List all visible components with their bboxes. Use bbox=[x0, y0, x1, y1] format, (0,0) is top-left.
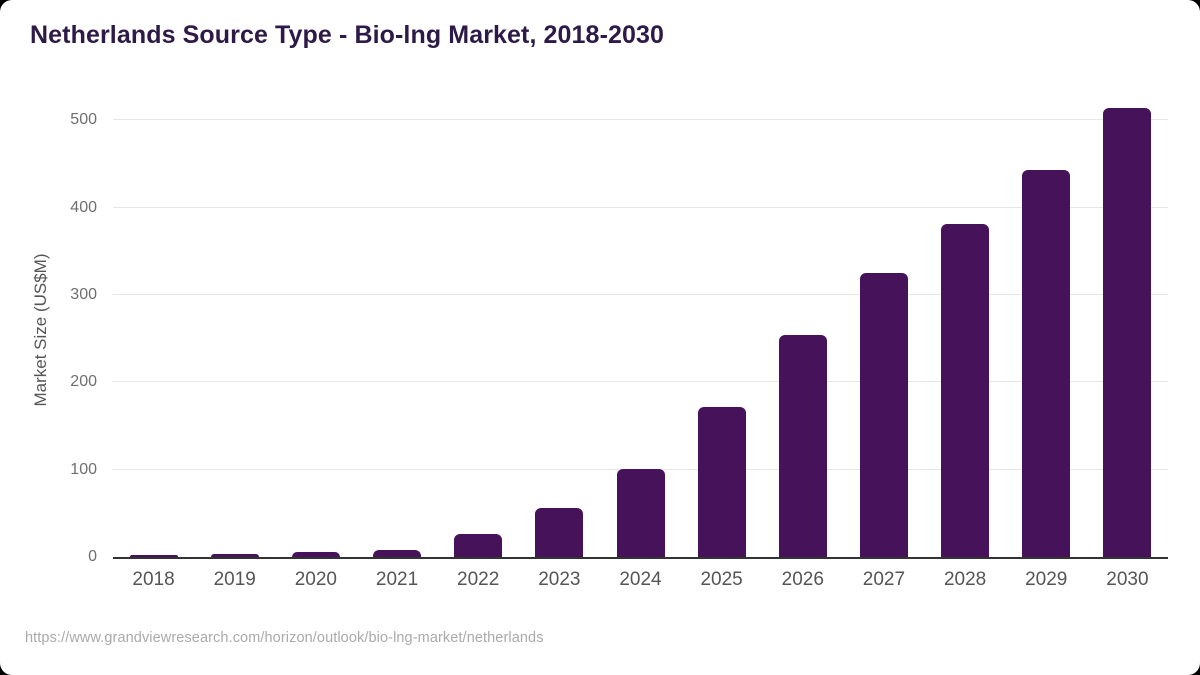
chart-title: Netherlands Source Type - Bio-lng Market… bbox=[30, 21, 665, 49]
bar-2019 bbox=[210, 553, 259, 557]
y-tick-label-100: 100 bbox=[70, 460, 97, 478]
gridline-300 bbox=[113, 294, 1168, 296]
y-tick-label-500: 500 bbox=[70, 111, 97, 129]
y-tick-label-400: 400 bbox=[70, 198, 97, 216]
bar-2020 bbox=[291, 551, 340, 557]
source-url: https://www.grandviewresearch.com/horizo… bbox=[25, 630, 544, 646]
x-tick-label-2024: 2024 bbox=[619, 569, 662, 590]
x-tick-label-2022: 2022 bbox=[457, 569, 500, 590]
bar-2022 bbox=[454, 534, 503, 557]
bar-2025 bbox=[697, 406, 746, 557]
plot-area bbox=[113, 103, 1168, 559]
x-tick-label-2029: 2029 bbox=[1025, 569, 1068, 590]
gridline-400 bbox=[113, 206, 1168, 208]
x-tick-label-2020: 2020 bbox=[294, 569, 337, 590]
y-tick-label-300: 300 bbox=[70, 286, 97, 304]
gridline-500 bbox=[113, 119, 1168, 121]
bar-2028 bbox=[941, 223, 990, 557]
bar-2021 bbox=[373, 550, 422, 557]
x-tick-label-2019: 2019 bbox=[213, 569, 256, 590]
bar-2030 bbox=[1103, 108, 1152, 557]
y-tick-label-200: 200 bbox=[70, 373, 97, 391]
x-tick-label-2026: 2026 bbox=[781, 569, 824, 590]
x-tick-label-2030: 2030 bbox=[1106, 569, 1149, 590]
gridline-200 bbox=[113, 381, 1168, 383]
x-tick-label-2027: 2027 bbox=[862, 569, 906, 590]
bar-2029 bbox=[1022, 170, 1071, 557]
bar-2024 bbox=[616, 468, 665, 557]
bar-2027 bbox=[859, 273, 908, 557]
bar-2023 bbox=[535, 508, 584, 557]
x-axis-line bbox=[113, 557, 1168, 559]
x-tick-label-2023: 2023 bbox=[538, 569, 581, 590]
y-tick-label-0: 0 bbox=[88, 548, 97, 565]
bar-2018 bbox=[129, 555, 178, 557]
x-tick-label-2021: 2021 bbox=[375, 569, 419, 590]
x-tick-label-2028: 2028 bbox=[943, 569, 987, 590]
x-tick-label-2025: 2025 bbox=[700, 569, 743, 590]
x-tick-label-2018: 2018 bbox=[132, 569, 175, 590]
bar-2026 bbox=[778, 335, 827, 557]
